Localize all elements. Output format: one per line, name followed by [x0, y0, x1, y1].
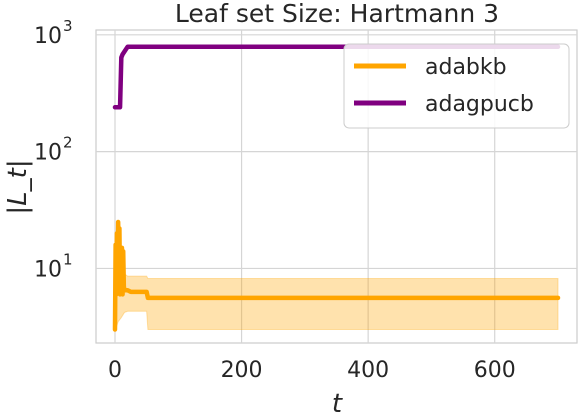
y-tick-exponent-1: 2	[63, 134, 73, 152]
legend: adabkb adagpucb	[343, 43, 570, 129]
series-lines	[112, 44, 561, 332]
legend-label-adabkb: adabkb	[425, 55, 507, 80]
legend-label-adagpucb: adagpucb	[425, 92, 534, 117]
y-axis-label: |L_t|	[3, 159, 33, 214]
x-tick-label-1: 200	[221, 358, 263, 383]
y-tick-label-0: 10	[34, 257, 62, 282]
series-line-adagpucb	[112, 44, 561, 110]
series-line-adabkb	[112, 219, 561, 332]
x-tick-label-0: 0	[108, 358, 122, 383]
band-adabkb	[114, 228, 559, 332]
x-tick-label-2: 400	[347, 358, 389, 383]
y-tick-exponent-2: 3	[63, 17, 73, 35]
y-tick-exponent-0: 1	[63, 250, 73, 268]
y-tick-label-1: 10	[34, 141, 62, 166]
chart-title: Leaf set Size: Hartmann 3	[175, 0, 499, 28]
x-axis-label: t	[332, 389, 343, 418]
y-tick-label-2: 10	[34, 24, 62, 49]
x-tick-labels: 0 200 400 600	[108, 358, 516, 383]
confidence-bands	[114, 228, 559, 332]
x-tick-label-3: 600	[474, 358, 516, 383]
